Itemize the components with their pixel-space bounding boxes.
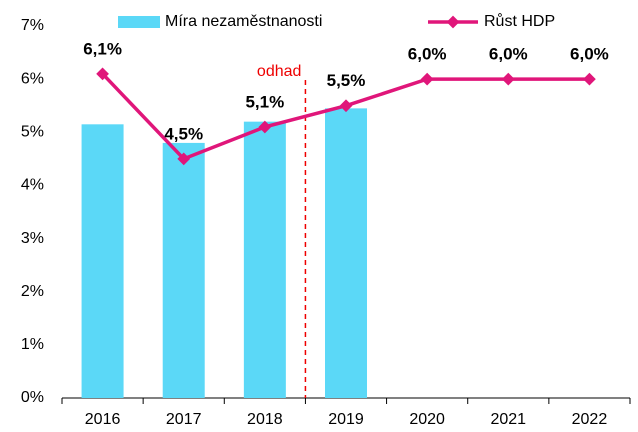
legend-label: Růst HDP bbox=[484, 12, 555, 30]
bar bbox=[243, 121, 286, 399]
x-tick-label: 2017 bbox=[166, 411, 202, 428]
y-tick-label: 6% bbox=[21, 70, 44, 87]
y-tick-label: 7% bbox=[21, 17, 44, 34]
point bbox=[339, 99, 353, 113]
y-tick-label: 0% bbox=[21, 389, 44, 406]
value-label: 5,1% bbox=[245, 92, 284, 111]
point bbox=[583, 72, 596, 86]
value-label: 6,0% bbox=[489, 45, 528, 64]
point bbox=[501, 72, 515, 86]
legend-swatch bbox=[118, 16, 160, 28]
y-tick-label: 4% bbox=[21, 177, 44, 194]
x-tick-label: 2020 bbox=[409, 411, 445, 428]
y-tick-label: 3% bbox=[21, 230, 44, 247]
bar bbox=[162, 142, 205, 398]
point bbox=[258, 120, 272, 134]
x-tick-label: 2021 bbox=[490, 411, 526, 428]
bar bbox=[81, 124, 124, 399]
y-tick-label: 5% bbox=[21, 124, 44, 141]
annotation: odhad bbox=[257, 63, 302, 80]
value-label: 6,0% bbox=[408, 45, 447, 64]
point bbox=[177, 152, 191, 166]
value-label: 6,1% bbox=[83, 39, 122, 58]
legend-label: Míra nezaměstnanosti bbox=[165, 13, 322, 30]
x-tick-label: 2018 bbox=[247, 411, 283, 428]
y-tick-label: 2% bbox=[21, 283, 44, 300]
value-label: 5,5% bbox=[327, 71, 366, 90]
bar bbox=[325, 108, 367, 398]
x-tick-label: 2019 bbox=[328, 411, 364, 428]
point bbox=[420, 72, 434, 86]
x-tick-label: 2016 bbox=[85, 411, 121, 428]
value-label: 4,5% bbox=[164, 124, 203, 143]
y-tick-label: 1% bbox=[21, 336, 44, 353]
value-label: 6,0% bbox=[570, 45, 609, 64]
legend-marker bbox=[446, 15, 460, 29]
x-tick-label: 2022 bbox=[572, 411, 608, 428]
